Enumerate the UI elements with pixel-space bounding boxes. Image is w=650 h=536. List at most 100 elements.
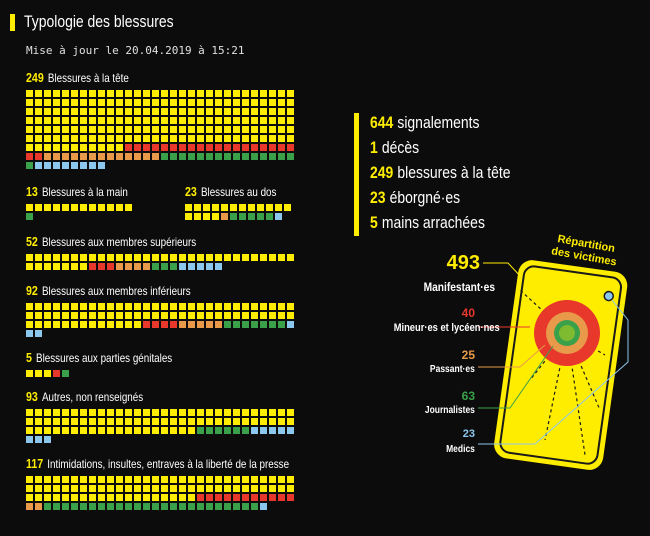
waffle-square-journalistes (107, 503, 114, 510)
waffle-square-manifestants (107, 409, 114, 416)
waffle-square-manifestants (134, 135, 141, 142)
waffle-square-manifestants (251, 485, 258, 492)
waffle-square-mineurs (242, 494, 249, 501)
waffle-square-manifestants (62, 409, 69, 416)
waffle-grid (26, 90, 296, 169)
waffle-square-manifestants (278, 418, 285, 425)
waffle-square-manifestants (233, 418, 240, 425)
waffle-square-mineurs (233, 144, 240, 151)
waffle-square-manifestants (134, 90, 141, 97)
waffle-square-manifestants (80, 144, 87, 151)
waffle-square-manifestants (62, 321, 69, 328)
waffle-square-journalistes (80, 503, 87, 510)
waffle-square-manifestants (278, 126, 285, 133)
waffle-square-manifestants (62, 312, 69, 319)
waffle-square-manifestants (62, 99, 69, 106)
stat-label: décès (381, 138, 420, 157)
waffle-square-mineurs (179, 144, 186, 151)
waffle-square-journalistes (179, 503, 186, 510)
waffle-square-journalistes (242, 321, 249, 328)
waffle-square-passants (134, 263, 141, 270)
waffle-square-manifestants (188, 427, 195, 434)
waffle-square-journalistes (257, 213, 264, 220)
waffle-square-journalistes (206, 427, 213, 434)
waffle-square-manifestants (170, 90, 177, 97)
victims-medics-label: Medics (446, 444, 475, 455)
waffle-square-manifestants (26, 117, 33, 124)
waffle-square-manifestants (53, 90, 60, 97)
stat-label: signalements (397, 113, 480, 132)
waffle-square-manifestants (53, 476, 60, 483)
waffle-square-manifestants (62, 303, 69, 310)
waffle-square-manifestants (35, 144, 42, 151)
waffle-square-manifestants (224, 99, 231, 106)
stat-number: 23 (370, 188, 386, 207)
waffle-square-manifestants (116, 99, 123, 106)
waffle-square-manifestants (35, 135, 42, 142)
waffle-square-manifestants (170, 418, 177, 425)
waffle-square-journalistes (71, 503, 78, 510)
waffle-square-manifestants (179, 303, 186, 310)
waffle-square-manifestants (161, 135, 168, 142)
waffle-square-manifestants (134, 409, 141, 416)
waffle-square-manifestants (62, 476, 69, 483)
waffle-square-manifestants (53, 409, 60, 416)
waffle-square-manifestants (287, 312, 294, 319)
waffle-square-manifestants (80, 321, 87, 328)
waffle-square-manifestants (242, 108, 249, 115)
waffle-square-manifestants (89, 303, 96, 310)
waffle-square-manifestants (260, 254, 267, 261)
waffle-square-manifestants (179, 126, 186, 133)
waffle-square-medics (53, 162, 60, 169)
waffle-square-journalistes (116, 503, 123, 510)
waffle-square-manifestants (152, 99, 159, 106)
waffle-square-manifestants (107, 135, 114, 142)
waffle-square-manifestants (170, 99, 177, 106)
waffle-square-manifestants (44, 476, 51, 483)
waffle-square-manifestants (185, 204, 192, 211)
waffle-square-manifestants (26, 312, 33, 319)
waffle-square-manifestants (26, 108, 33, 115)
waffle-square-manifestants (143, 303, 150, 310)
waffle-square-mineurs (197, 144, 204, 151)
waffle-square-manifestants (203, 204, 210, 211)
waffle-square-manifestants (26, 204, 33, 211)
waffle-square-mineurs (260, 144, 267, 151)
waffle-square-manifestants (260, 476, 267, 483)
waffle-square-mineurs (89, 263, 96, 270)
waffle-square-manifestants (161, 494, 168, 501)
waffle-square-manifestants (215, 135, 222, 142)
waffle-square-journalistes (260, 153, 267, 160)
victims-journalistes-label: Journalistes (424, 405, 475, 416)
waffle-square-mineurs (287, 144, 294, 151)
waffle-square-manifestants (233, 99, 240, 106)
waffle-square-journalistes (248, 213, 255, 220)
waffle-square-manifestants (179, 108, 186, 115)
waffle-square-manifestants (26, 126, 33, 133)
waffle-square-journalistes (188, 503, 195, 510)
waffle-square-manifestants (116, 90, 123, 97)
waffle-square-manifestants (206, 99, 213, 106)
waffle-square-manifestants (98, 409, 105, 416)
waffle-square-manifestants (194, 204, 201, 211)
waffle-square-journalistes (224, 153, 231, 160)
waffle-square-manifestants (179, 485, 186, 492)
waffle-square-manifestants (242, 117, 249, 124)
waffle-square-manifestants (188, 418, 195, 425)
waffle-square-medics (197, 263, 204, 270)
waffle-square-manifestants (143, 90, 150, 97)
waffle-square-manifestants (125, 204, 132, 211)
waffle-square-journalistes (266, 213, 273, 220)
waffle-square-passants (197, 321, 204, 328)
stat-number: 644 (370, 113, 394, 132)
waffle-square-manifestants (80, 254, 87, 261)
waffle-square-manifestants (107, 117, 114, 124)
waffle-square-journalistes (197, 427, 204, 434)
waffle-square-manifestants (89, 117, 96, 124)
waffle-square-manifestants (170, 409, 177, 416)
waffle-square-manifestants (206, 312, 213, 319)
waffle-square-manifestants (53, 321, 60, 328)
waffle-square-manifestants (98, 99, 105, 106)
waffle-square-passants (143, 153, 150, 160)
waffle-square-manifestants (230, 204, 237, 211)
